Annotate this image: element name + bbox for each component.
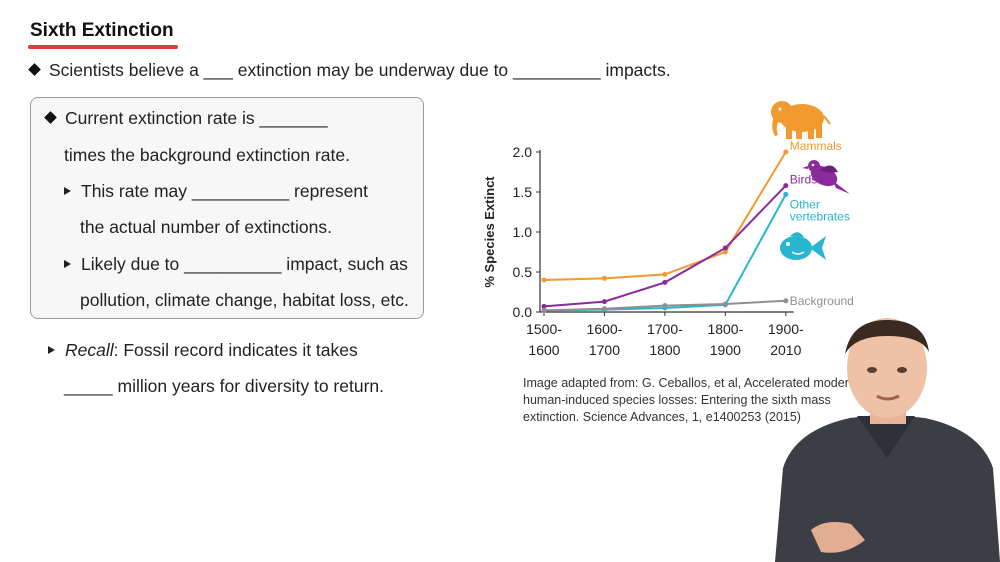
info-box <box>30 97 424 319</box>
data-point <box>783 298 789 304</box>
diamond-bullet-icon <box>28 63 41 76</box>
data-point <box>601 299 607 305</box>
legend-label-background: Background <box>790 294 854 308</box>
recall-label: Recall <box>65 340 114 360</box>
legend-label-other-vertebrates: vertebrates <box>790 209 850 223</box>
caption-line: extinction. Science Advances, 1, e140025… <box>523 410 801 424</box>
caption-line: Image adapted from: G. Ceballos, et al, … <box>523 376 856 390</box>
y-axis-label: % Species Extinct <box>482 176 497 288</box>
data-point <box>783 191 789 197</box>
y-tick-label: 2.0 <box>513 144 533 160</box>
triangle-bullet-icon <box>48 346 55 354</box>
recall-cont: _____ million years for diversity to ret… <box>64 376 384 396</box>
bird-icon <box>802 160 850 194</box>
box-bullet-1-text: Current extinction rate is _______ <box>65 108 328 128</box>
box-bullet-1-cont: times the background extinction rate. <box>64 145 350 165</box>
main-bullet: Scientists believe a ___ extinction may … <box>28 60 671 81</box>
title-underline <box>28 45 178 49</box>
x-tick-label: 1900 <box>710 342 741 358</box>
triangle-bullet-icon <box>64 187 71 195</box>
data-point <box>783 183 789 189</box>
caption-line: human-induced species losses: Entering t… <box>523 393 831 407</box>
x-tick-label: 1800- <box>707 321 743 337</box>
x-tick-label: 1600- <box>587 321 623 337</box>
x-tick-label: 1600 <box>528 342 559 358</box>
data-point <box>541 277 547 283</box>
data-point <box>722 249 728 255</box>
data-point <box>662 303 668 309</box>
data-point <box>722 245 728 251</box>
data-point <box>601 275 607 281</box>
data-point <box>722 301 728 307</box>
x-tick-label: 1700- <box>647 321 683 337</box>
data-point <box>662 271 668 277</box>
box-subbullet-2: Likely due to __________ impact, such as <box>64 254 408 275</box>
box-subbullet-1-cont: the actual number of extinctions. <box>80 217 332 237</box>
x-tick-label: 1900- <box>768 321 804 337</box>
data-point <box>601 306 607 312</box>
box-subbullet-2-cont: pollution, climate change, habitat loss,… <box>80 290 409 310</box>
extinction-line-chart: 0.0 0.5 1.0 1.5 2.0 1500- 1600 1600- 1700 1700- 18… <box>482 101 854 358</box>
diamond-bullet-icon <box>44 111 57 124</box>
box-subbullet-1-text: This rate may __________ represent <box>81 181 368 201</box>
elephant-icon <box>771 101 831 139</box>
x-tick-label: 2010 <box>770 342 801 358</box>
legend-label-birds: Birds <box>790 173 817 187</box>
box-bullet-1: Current extinction rate is _______ <box>44 108 328 129</box>
recall-text: : Fossil record indicates it takes <box>113 340 358 360</box>
series-line-birds <box>543 184 787 308</box>
x-tick-label: 1700 <box>589 342 620 358</box>
presenter-video <box>775 318 1000 562</box>
slide-title: Sixth Extinction <box>30 20 174 41</box>
main-bullet-text: Scientists believe a ___ extinction may … <box>49 60 671 80</box>
data-point <box>541 303 547 309</box>
data-point <box>783 149 789 155</box>
x-tick-label: 1800 <box>649 342 680 358</box>
box-subbullet-1: This rate may __________ represent <box>64 181 368 202</box>
y-tick-label: 1.0 <box>513 224 533 240</box>
y-tick-label: 0.0 <box>513 304 533 320</box>
legend-label-other-vertebrates: Other <box>790 197 820 211</box>
legend-label-mammals: Mammals <box>790 139 842 153</box>
data-point <box>541 307 547 313</box>
box-subbullet-2-text: Likely due to __________ impact, such as <box>81 254 408 274</box>
y-tick-label: 1.5 <box>513 184 533 200</box>
data-point <box>662 279 668 285</box>
x-tick-label: 1500- <box>526 321 562 337</box>
fish-icon <box>780 232 826 260</box>
triangle-bullet-icon <box>64 260 71 268</box>
y-tick-label: 0.5 <box>513 264 533 280</box>
image-caption: Image adapted from: G. Ceballos, et al, … <box>523 375 863 426</box>
recall-bullet: Recall: Fossil record indicates it takes <box>48 340 358 361</box>
